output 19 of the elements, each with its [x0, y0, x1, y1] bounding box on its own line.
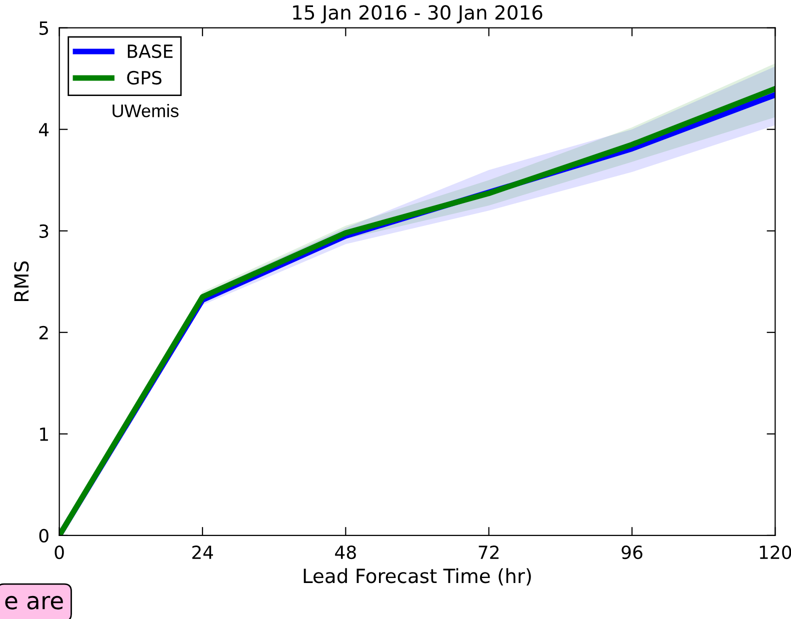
x-tick-label: 72	[478, 545, 499, 559]
x-tick-label: 96	[622, 545, 642, 560]
x-tick-label: 0	[54, 545, 64, 560]
y-axis-title: RMS	[14, 261, 29, 302]
legend-label: GPS	[127, 70, 162, 85]
y-tick-label: 0	[39, 528, 48, 543]
x-tick-label: 24	[192, 545, 213, 559]
annotation: UWemis	[112, 104, 179, 118]
x-tick-label: 120	[760, 545, 791, 560]
chart-title: 15 Jan 2016 - 30 Jan 2016	[293, 5, 542, 24]
x-tick-label: 48	[335, 545, 356, 560]
y-tick-label: 2	[39, 326, 48, 340]
y-tick-label: 3	[39, 224, 48, 238]
y-tick-label: 1	[40, 428, 48, 441]
text: e are	[5, 596, 63, 610]
y-tick-label: 5	[40, 22, 48, 35]
legend-label: BASE	[128, 44, 173, 58]
x-axis-title: Lead Forecast Time (hr)	[304, 568, 531, 586]
y-tick-label: 4	[39, 123, 49, 136]
